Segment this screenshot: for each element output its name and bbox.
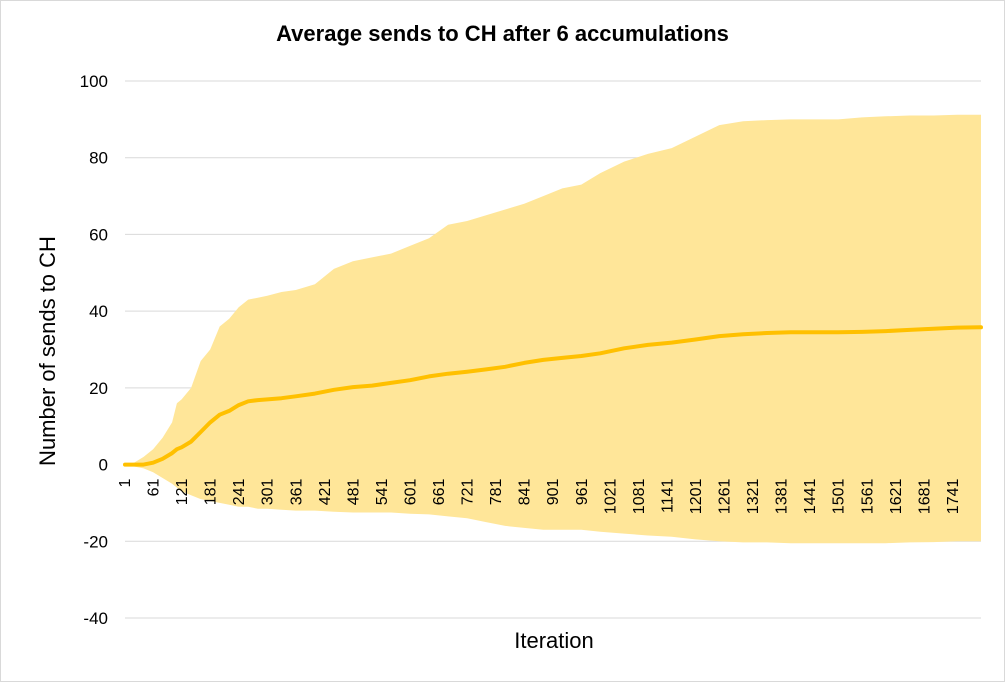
x-tick-label: 841 — [517, 479, 534, 506]
x-tick-label: 1081 — [631, 478, 648, 514]
range-band-area — [125, 114, 981, 544]
x-tick-label: 541 — [374, 479, 391, 506]
x-tick-label: 1321 — [745, 478, 762, 514]
x-tick-label: 601 — [403, 479, 420, 506]
x-tick-label: 961 — [574, 479, 591, 506]
x-tick-label: 361 — [288, 479, 305, 506]
y-axis-title: Number of sends to CH — [35, 236, 60, 466]
x-tick-label: 1441 — [802, 478, 819, 514]
x-tick-label: 1621 — [888, 478, 905, 514]
x-tick-label: 121 — [174, 479, 191, 506]
x-axis-title: Iteration — [514, 628, 594, 653]
y-tick-label: 100 — [80, 72, 108, 91]
x-tick-label: 1141 — [659, 478, 676, 513]
range-band — [125, 114, 981, 544]
x-tick-label: 1261 — [717, 478, 734, 514]
y-axis-ticks: 100 80 60 40 20 0 -20 -40 — [80, 72, 108, 628]
x-tick-label: 1561 — [859, 478, 876, 514]
y-tick-label: 0 — [99, 456, 108, 475]
y-tick-label: 80 — [89, 149, 108, 168]
x-tick-label: 61 — [146, 478, 163, 496]
mean-line — [123, 325, 983, 467]
y-tick-label: 60 — [89, 225, 108, 244]
x-tick-label: 721 — [460, 479, 477, 506]
x-tick-label: 781 — [488, 479, 505, 506]
x-tick-label: 1741 — [945, 478, 962, 514]
x-tick-label: 661 — [431, 479, 448, 506]
x-tick-label: 901 — [545, 479, 562, 506]
x-tick-label: 301 — [260, 479, 277, 506]
x-tick-label: 241 — [231, 479, 248, 506]
y-tick-label: -20 — [83, 532, 108, 551]
x-tick-label: 421 — [317, 479, 334, 506]
y-tick-label: 20 — [89, 379, 108, 398]
mean-series — [123, 325, 983, 467]
x-tick-label: 1501 — [831, 478, 848, 514]
x-tick-label: 481 — [345, 479, 362, 506]
x-tick-label: 1681 — [916, 478, 933, 514]
x-axis-ticks: 1 61 121 181 241 301 361 421 481 541 601 661 721 781 8… — [117, 478, 962, 514]
y-tick-label: -40 — [83, 609, 108, 628]
x-tick-label: 181 — [203, 479, 220, 506]
x-tick-label: 1201 — [688, 478, 705, 514]
chart-title: Average sends to CH after 6 accumulation… — [276, 21, 729, 46]
x-tick-label: 1021 — [602, 478, 619, 514]
x-tick-label: 1381 — [774, 478, 791, 514]
y-tick-label: 40 — [89, 302, 108, 321]
x-tick-label: 1 — [117, 479, 134, 488]
